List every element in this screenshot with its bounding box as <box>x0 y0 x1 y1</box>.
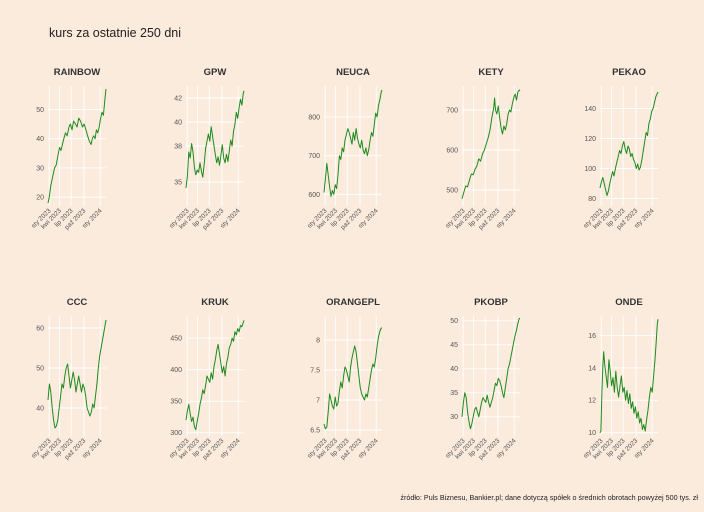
y-tick-label: 800 <box>308 114 320 121</box>
y-tick-label: 8 <box>316 337 320 344</box>
panel-title: GPW <box>204 67 227 78</box>
y-tick-label: 16 <box>588 333 596 340</box>
price-line-onde <box>599 319 659 434</box>
price-line-rainbow <box>47 88 107 204</box>
panel-title: ONDE <box>615 297 642 308</box>
y-tick-label: 10 <box>588 430 596 437</box>
y-tick-label: 7.5 <box>310 367 320 374</box>
price-line-kety <box>461 89 521 199</box>
y-tick-label: 80 <box>588 196 596 203</box>
y-tick-label: 700 <box>446 107 458 114</box>
y-tick-label: 350 <box>170 399 182 406</box>
panel-title: ORANGEPL <box>326 297 380 308</box>
y-tick-label: 450 <box>170 336 182 343</box>
y-tick-label: 400 <box>170 367 182 374</box>
panel-title: PEKAO <box>612 67 646 78</box>
y-tick-label: 30 <box>450 414 458 421</box>
y-tick-label: 40 <box>450 366 458 373</box>
y-tick-label: 600 <box>308 192 320 199</box>
price-line-orangepl <box>323 327 382 430</box>
y-tick-label: 50 <box>450 318 458 325</box>
price-line-pkobp <box>461 317 520 430</box>
y-tick-label: 38 <box>174 143 182 150</box>
y-tick-label: 40 <box>36 405 44 412</box>
y-tick-label: 300 <box>170 430 182 437</box>
panel-title: PKOBP <box>474 297 508 308</box>
y-tick-label: 42 <box>174 95 182 102</box>
price-line-neuca <box>323 89 383 197</box>
y-tick-label: 600 <box>446 147 458 154</box>
y-tick-label: 60 <box>36 325 44 332</box>
price-line-gpw <box>185 90 245 189</box>
y-tick-label: 7 <box>316 397 320 404</box>
price-line-ccc <box>47 319 107 429</box>
y-tick-label: 500 <box>446 187 458 194</box>
y-tick-label: 50 <box>36 107 44 114</box>
panel-title: KRUK <box>201 297 229 308</box>
page-title: kurs za ostatnie 250 dni <box>49 26 182 40</box>
y-tick-label: 45 <box>450 342 458 349</box>
y-tick-label: 14 <box>588 365 596 372</box>
y-tick-label: 120 <box>584 136 596 143</box>
y-tick-label: 12 <box>588 398 596 405</box>
y-tick-label: 40 <box>174 119 182 126</box>
y-tick-label: 6.5 <box>310 427 320 434</box>
y-tick-label: 700 <box>308 153 320 160</box>
y-tick-label: 40 <box>36 136 44 143</box>
y-tick-label: 30 <box>36 165 44 172</box>
y-tick-label: 35 <box>450 390 458 397</box>
source-note: źródło: Puls Biznesu, Bankier.pl; dane d… <box>400 493 698 502</box>
panel-title: CCC <box>67 297 88 308</box>
y-tick-label: 20 <box>36 195 44 202</box>
price-line-pekao <box>599 91 659 196</box>
price-line-kruk <box>185 320 245 431</box>
panel-title: NEUCA <box>336 67 370 78</box>
y-tick-label: 35 <box>174 179 182 186</box>
panel-title: RAINBOW <box>54 67 100 78</box>
y-tick-label: 100 <box>584 166 596 173</box>
y-tick-label: 50 <box>36 365 44 372</box>
y-tick-label: 140 <box>584 106 596 113</box>
panel-title: KETY <box>478 67 504 78</box>
